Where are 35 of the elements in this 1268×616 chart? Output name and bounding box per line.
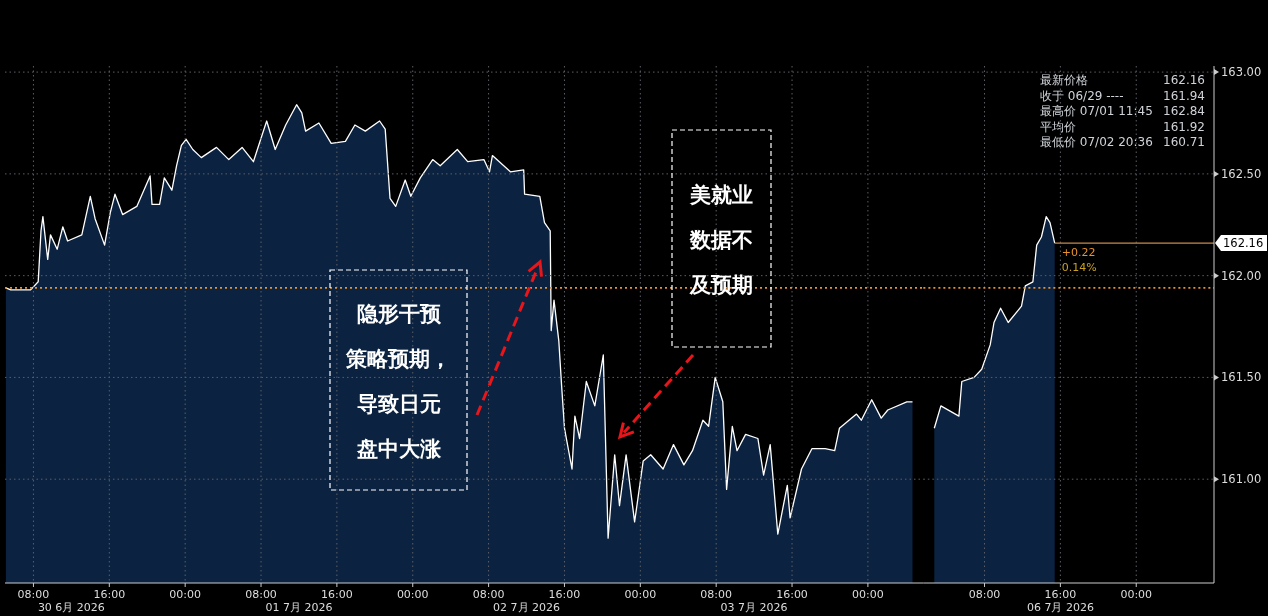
ref-line-label: 162.16 bbox=[1223, 236, 1264, 251]
text: 06 7月 2026 bbox=[1026, 601, 1094, 614]
x-tick-label: 08:00 bbox=[245, 588, 277, 601]
x2-tick-label: 30 6月 2026 bbox=[37, 601, 105, 614]
annotation: 最高价 07/01 11:45 162.84 bbox=[1040, 104, 1205, 118]
y-tick-label: 162.00 bbox=[1221, 268, 1262, 283]
text: 平均价 161.92 bbox=[1040, 119, 1205, 134]
y-tick-label: 161.50 bbox=[1221, 370, 1262, 385]
x-tick-label: 00:00 bbox=[169, 588, 202, 601]
annotation: 0.14% bbox=[1061, 261, 1097, 275]
annotation: 隐形干预策略预期，导致日元盘中大涨 bbox=[345, 301, 451, 461]
x2-tick-label: 03 7月 2026 bbox=[720, 601, 788, 614]
x-tick-label: 16:00 bbox=[1044, 588, 1077, 601]
y-tick-label: 162.50 bbox=[1221, 166, 1262, 181]
x-tick-label: 00:00 bbox=[396, 588, 429, 601]
x-tick-label: 00:00 bbox=[852, 588, 884, 601]
x-tick-label: 08:00 bbox=[700, 588, 733, 601]
x-tick-label: 08:00 bbox=[17, 588, 50, 601]
x-tick-label: 00:00 bbox=[624, 588, 657, 601]
y-tick-label: 161.00 bbox=[1221, 472, 1262, 487]
text: 最新价格 162.16 bbox=[1040, 73, 1205, 87]
x-tick-label: 16:00 bbox=[776, 588, 808, 601]
x-tick-label: 16:00 bbox=[548, 588, 581, 601]
annotation: 美就业数据不及预期 bbox=[689, 182, 753, 297]
annotation: +0.22 bbox=[1061, 246, 1096, 260]
x-tick-label: 08:00 bbox=[968, 588, 1001, 601]
x2-tick-label: 02 7月 2026 bbox=[493, 601, 561, 614]
text: 收于 06/29 ---- 161.94 bbox=[1040, 88, 1205, 103]
x-tick-label: 16:00 bbox=[321, 588, 353, 601]
x-tick-label: 16:00 bbox=[93, 588, 126, 601]
annotation: 最低价 07/02 20:36 160.71 bbox=[1040, 135, 1205, 149]
x-tick-label: 00:00 bbox=[1120, 588, 1153, 601]
y-tick-label: 163.00 bbox=[1221, 65, 1262, 80]
x-tick-label: 08:00 bbox=[472, 588, 505, 601]
x2-tick-label: 01 7月 2026 bbox=[265, 601, 333, 614]
